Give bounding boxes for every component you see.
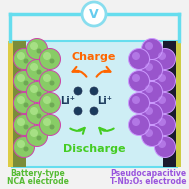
Circle shape [13, 49, 35, 70]
Circle shape [43, 118, 51, 126]
Circle shape [158, 96, 166, 104]
Bar [12, 41, 177, 167]
Circle shape [23, 102, 29, 108]
Circle shape [23, 81, 29, 85]
Circle shape [129, 92, 149, 114]
Circle shape [142, 125, 163, 146]
Circle shape [145, 42, 153, 50]
Circle shape [132, 118, 140, 126]
Circle shape [26, 125, 47, 146]
Circle shape [23, 146, 29, 152]
Circle shape [132, 96, 140, 104]
Circle shape [145, 85, 153, 93]
Circle shape [23, 125, 29, 129]
Circle shape [90, 107, 98, 115]
Circle shape [145, 129, 153, 137]
Circle shape [40, 70, 60, 91]
Circle shape [36, 70, 42, 74]
Circle shape [82, 2, 106, 26]
Circle shape [90, 87, 98, 95]
Text: T-Nb₂O₅ electrode: T-Nb₂O₅ electrode [110, 177, 186, 187]
Circle shape [158, 118, 166, 126]
Circle shape [142, 104, 163, 125]
Circle shape [17, 52, 25, 60]
Circle shape [26, 81, 47, 102]
Circle shape [40, 92, 60, 114]
Circle shape [50, 102, 54, 108]
Circle shape [158, 52, 166, 60]
Text: Charge: Charge [72, 52, 116, 62]
Circle shape [50, 81, 54, 85]
Circle shape [17, 96, 25, 104]
Circle shape [17, 140, 25, 148]
Circle shape [129, 49, 149, 70]
Circle shape [36, 114, 42, 119]
Circle shape [129, 70, 149, 91]
Bar [176, 41, 181, 167]
Circle shape [30, 107, 38, 115]
Circle shape [13, 70, 35, 91]
Circle shape [50, 59, 54, 64]
Circle shape [30, 42, 38, 50]
Circle shape [43, 96, 51, 104]
Circle shape [17, 118, 25, 126]
Text: Discharge: Discharge [63, 144, 125, 154]
Circle shape [154, 92, 176, 114]
Circle shape [142, 60, 163, 81]
Circle shape [154, 115, 176, 136]
Circle shape [36, 91, 42, 97]
Circle shape [30, 63, 38, 71]
Circle shape [50, 125, 54, 129]
Text: Li⁺: Li⁺ [60, 96, 75, 106]
Circle shape [154, 49, 176, 70]
Circle shape [13, 115, 35, 136]
Circle shape [43, 74, 51, 82]
Circle shape [74, 107, 82, 115]
Circle shape [23, 59, 29, 64]
Circle shape [36, 136, 42, 140]
Circle shape [40, 49, 60, 70]
Text: Pseudocapacitive: Pseudocapacitive [110, 170, 186, 178]
Circle shape [13, 136, 35, 157]
Circle shape [26, 60, 47, 81]
Text: NCA electrode: NCA electrode [7, 177, 69, 187]
Bar [12, 41, 26, 167]
Circle shape [154, 70, 176, 91]
Circle shape [26, 104, 47, 125]
Circle shape [17, 74, 25, 82]
Bar [8, 41, 13, 167]
Circle shape [36, 49, 42, 53]
Circle shape [13, 92, 35, 114]
Circle shape [43, 52, 51, 60]
Circle shape [158, 140, 166, 148]
Text: V: V [89, 8, 99, 20]
Circle shape [142, 81, 163, 102]
Circle shape [145, 107, 153, 115]
Circle shape [40, 115, 60, 136]
Circle shape [145, 63, 153, 71]
Text: Li⁺: Li⁺ [98, 96, 112, 106]
Text: Battery-type: Battery-type [11, 170, 65, 178]
Circle shape [30, 129, 38, 137]
Circle shape [142, 39, 163, 60]
Circle shape [26, 39, 47, 60]
Circle shape [129, 115, 149, 136]
Circle shape [30, 85, 38, 93]
Circle shape [158, 74, 166, 82]
Circle shape [132, 74, 140, 82]
Circle shape [74, 87, 82, 95]
Bar [163, 41, 177, 167]
Circle shape [154, 136, 176, 157]
Circle shape [132, 52, 140, 60]
